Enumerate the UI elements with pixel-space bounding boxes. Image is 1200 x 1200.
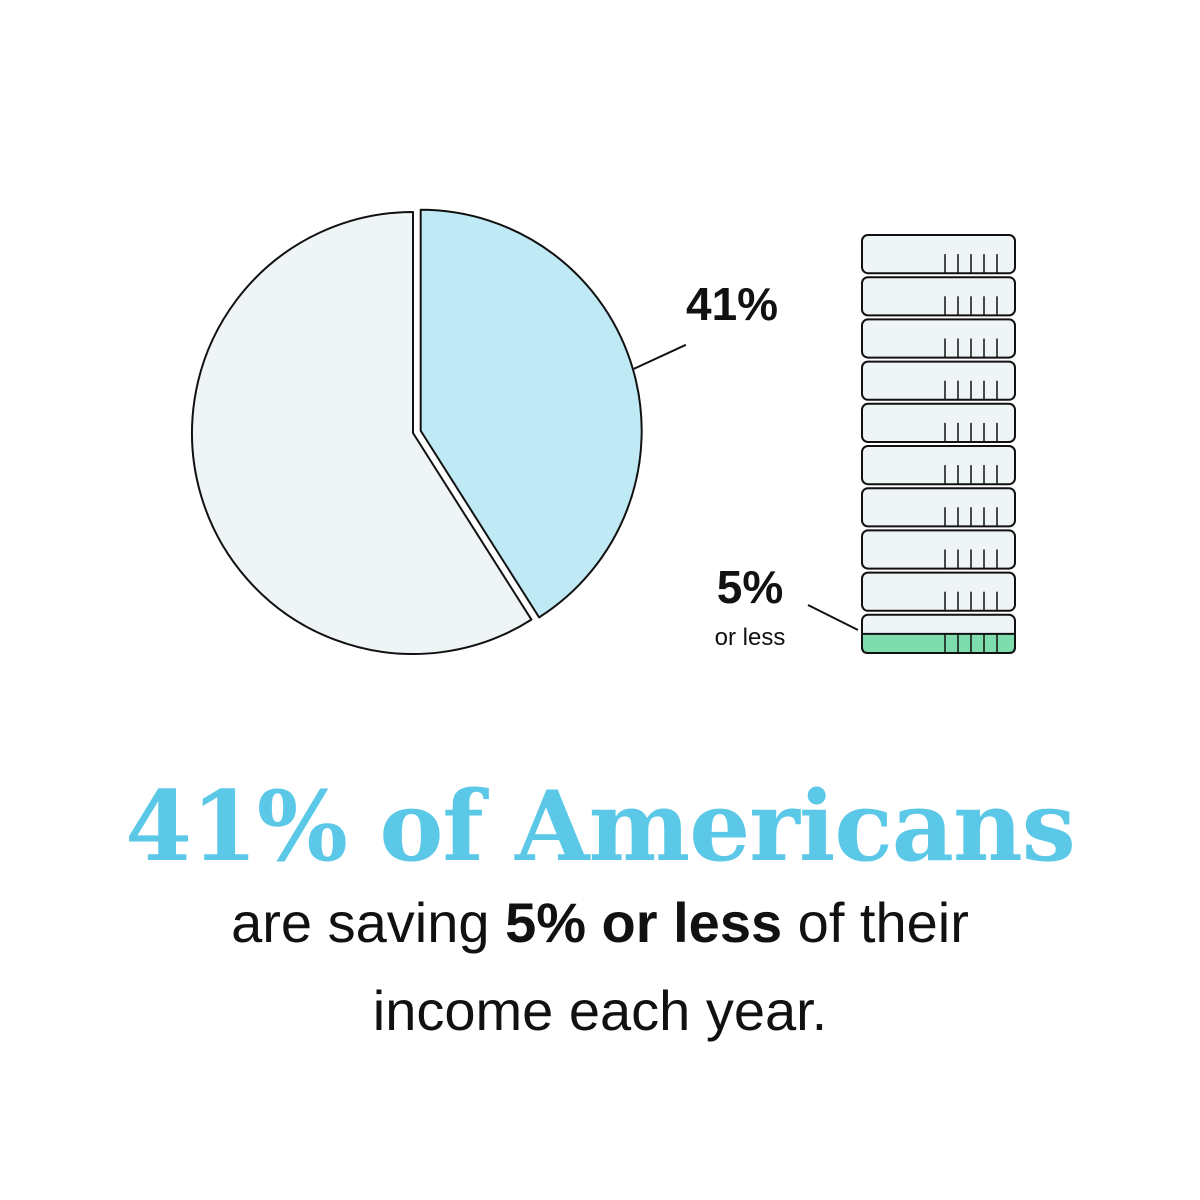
pie-slice (419, 208, 643, 619)
data-label: 5% (717, 561, 783, 613)
stack-segment (861, 571, 1016, 612)
stack-segment (861, 529, 1016, 570)
data-sublabel: or less (715, 624, 786, 651)
leader-line (633, 343, 687, 370)
leader-line (807, 604, 859, 631)
body-line: income each year. (0, 978, 1200, 1043)
body-emphasis: 5% or less (505, 891, 783, 954)
data-label: 41% (686, 278, 778, 330)
pie-slice (191, 211, 533, 655)
body-text: are saving (231, 891, 490, 954)
stack-segment (861, 402, 1016, 443)
body-text: income each year. (372, 979, 828, 1042)
stack-segment (861, 445, 1016, 486)
body-text: of their (797, 891, 969, 954)
stack-segment (861, 276, 1016, 317)
stack-segment (861, 318, 1016, 359)
stack-segment (861, 234, 1016, 275)
headline: 41% of Americans (125, 770, 1076, 883)
stack-segment (861, 360, 1016, 401)
bar (861, 632, 1016, 654)
stack-segment (861, 487, 1016, 528)
body-line: are saving 5% or less of their (0, 890, 1200, 955)
